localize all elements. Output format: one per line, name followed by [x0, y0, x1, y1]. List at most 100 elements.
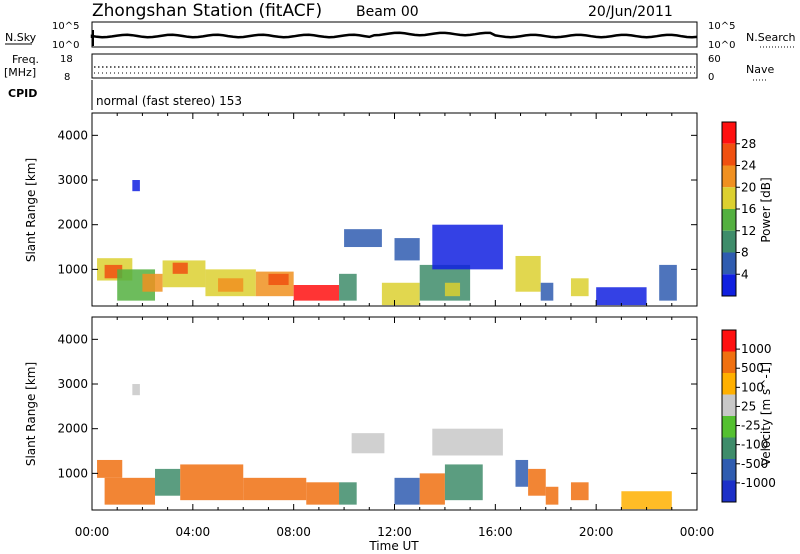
- velocity-colorbar: 1000 500 100 25 -25 -100 -500 -1000: [721, 329, 776, 503]
- vel-cell: [444, 464, 483, 501]
- time-axis-title: Time UT: [368, 539, 419, 553]
- power-ylabel: Slant Range [km]: [24, 158, 38, 262]
- power-cell: [659, 264, 677, 301]
- nsky-panel-frame: [91, 21, 698, 48]
- time-tick-label: 12:00: [377, 525, 412, 539]
- vel-cell: [515, 459, 529, 487]
- nsearch-tick-top: 10^5: [708, 21, 735, 32]
- vel-cell: [432, 428, 503, 456]
- freq-panel-frame: [91, 53, 698, 79]
- colorbar-segment: [722, 459, 736, 481]
- colorbar-tick-label: 28: [741, 137, 756, 151]
- y-tick-label: 1000: [57, 262, 88, 276]
- colorbar-segment: [722, 187, 736, 209]
- colorbar-segment: [722, 480, 736, 502]
- vel-cell: [570, 482, 589, 501]
- time-tick-label: 20:00: [579, 525, 614, 539]
- nsearch-label: N.Search: [746, 31, 796, 44]
- y-tick-label: 1000: [57, 466, 88, 480]
- nsearch-tick-bottom: 10^0: [708, 40, 735, 51]
- vel-cell: [132, 384, 140, 396]
- nsky-label: N.Sky: [5, 31, 37, 44]
- date-label: 20/Jun/2011: [588, 4, 673, 20]
- power-cell: [394, 238, 420, 261]
- power-cell: [268, 273, 289, 286]
- power-cell: [444, 282, 461, 297]
- power-cell: [432, 224, 503, 270]
- vel-cell: [243, 477, 307, 501]
- freq-tick-top: 18: [60, 54, 73, 65]
- cpid-text: normal (fast stereo) 153: [96, 94, 242, 108]
- beam-label: Beam 00: [356, 4, 419, 20]
- time-tick-label: 08:00: [276, 525, 311, 539]
- time-tick-label: 04:00: [176, 525, 211, 539]
- nsky-tick-bottom: 10^0: [52, 40, 79, 51]
- vel-cell: [306, 482, 340, 505]
- colorbar-segment: [722, 252, 736, 275]
- colorbar-tick-label: 12: [741, 224, 756, 238]
- colorbar-tick-label: 25: [741, 399, 756, 413]
- colorbar-segment: [722, 165, 736, 188]
- freq-unit: [MHz]: [4, 66, 36, 79]
- power-cell: [172, 262, 188, 274]
- freq-label: Freq.: [12, 53, 39, 66]
- colorbar-segment: [722, 416, 736, 438]
- power-cell: [540, 282, 554, 301]
- cpid-label: CPID: [8, 87, 37, 100]
- y-tick-label: 4000: [57, 332, 88, 346]
- power-cell: [515, 255, 541, 292]
- colorbar-tick-label: 8: [741, 246, 749, 260]
- vel-cell: [155, 468, 181, 496]
- time-tick-label: 16:00: [478, 525, 513, 539]
- nsky-trace: [90, 30, 698, 46]
- colorbar-segment: [722, 209, 736, 231]
- colorbar-tick-label: 4: [741, 267, 749, 281]
- vel-cell: [419, 473, 445, 505]
- colorbar-tick-label: -25: [741, 419, 761, 433]
- y-tick-label: 3000: [57, 377, 88, 391]
- velocity-cells: [97, 384, 672, 510]
- colorbar-segment: [722, 373, 736, 395]
- nave-tick-top: 60: [708, 54, 721, 65]
- nsky-line: [90, 31, 698, 39]
- colorbar-segment: [722, 394, 736, 416]
- colorbar-frame: [721, 329, 737, 503]
- vel-cell: [621, 491, 672, 510]
- station-title: Zhongshan Station (fitACF): [92, 1, 322, 21]
- power-cells: [97, 180, 677, 306]
- power-cell: [142, 273, 163, 292]
- colorbar-tick-label: 100: [741, 380, 764, 394]
- power-y-axis: 1000 2000 3000 4000: [57, 128, 697, 276]
- colorbar-segment: [722, 122, 736, 144]
- y-tick-label: 4000: [57, 128, 88, 142]
- velocity-ylabel: Slant Range [km]: [24, 362, 38, 466]
- time-tick-label: 00:00: [680, 525, 715, 539]
- colorbar-segment: [722, 274, 736, 296]
- colorbar-segment: [722, 330, 736, 352]
- power-cell: [339, 273, 357, 301]
- velocity-y-axis: 1000 2000 3000 4000: [57, 332, 697, 480]
- time-axis-labels: 00:00 04:00 08:00 12:00 16:00 20:00 00:00: [75, 525, 715, 539]
- y-tick-label: 3000: [57, 173, 88, 187]
- colorbar-tick-label: 16: [741, 202, 756, 216]
- vel-cell: [351, 433, 385, 454]
- power-cell: [381, 282, 420, 306]
- velocity-colorbar-label: Velocity [m s^-1]: [759, 362, 773, 466]
- vel-cell: [97, 459, 123, 478]
- vel-cell: [528, 468, 546, 496]
- colorbar-tick-label: -1000: [741, 476, 776, 490]
- vel-cell: [104, 477, 156, 505]
- power-colorbar-label: Power [dB]: [759, 177, 773, 242]
- velocity-x-axis: [91, 317, 698, 510]
- colorbar-segment: [722, 351, 736, 373]
- power-cell: [293, 285, 340, 301]
- nave-tick-bottom: 0: [708, 72, 714, 83]
- vel-cell: [545, 486, 559, 505]
- vel-cell: [180, 464, 244, 501]
- power-cell: [218, 278, 244, 292]
- vel-cell: [339, 482, 357, 505]
- nave-label: Nave: [746, 63, 774, 76]
- colorbar-tick-label: -500: [741, 457, 768, 471]
- colorbar-tick-label: 1000: [741, 342, 772, 356]
